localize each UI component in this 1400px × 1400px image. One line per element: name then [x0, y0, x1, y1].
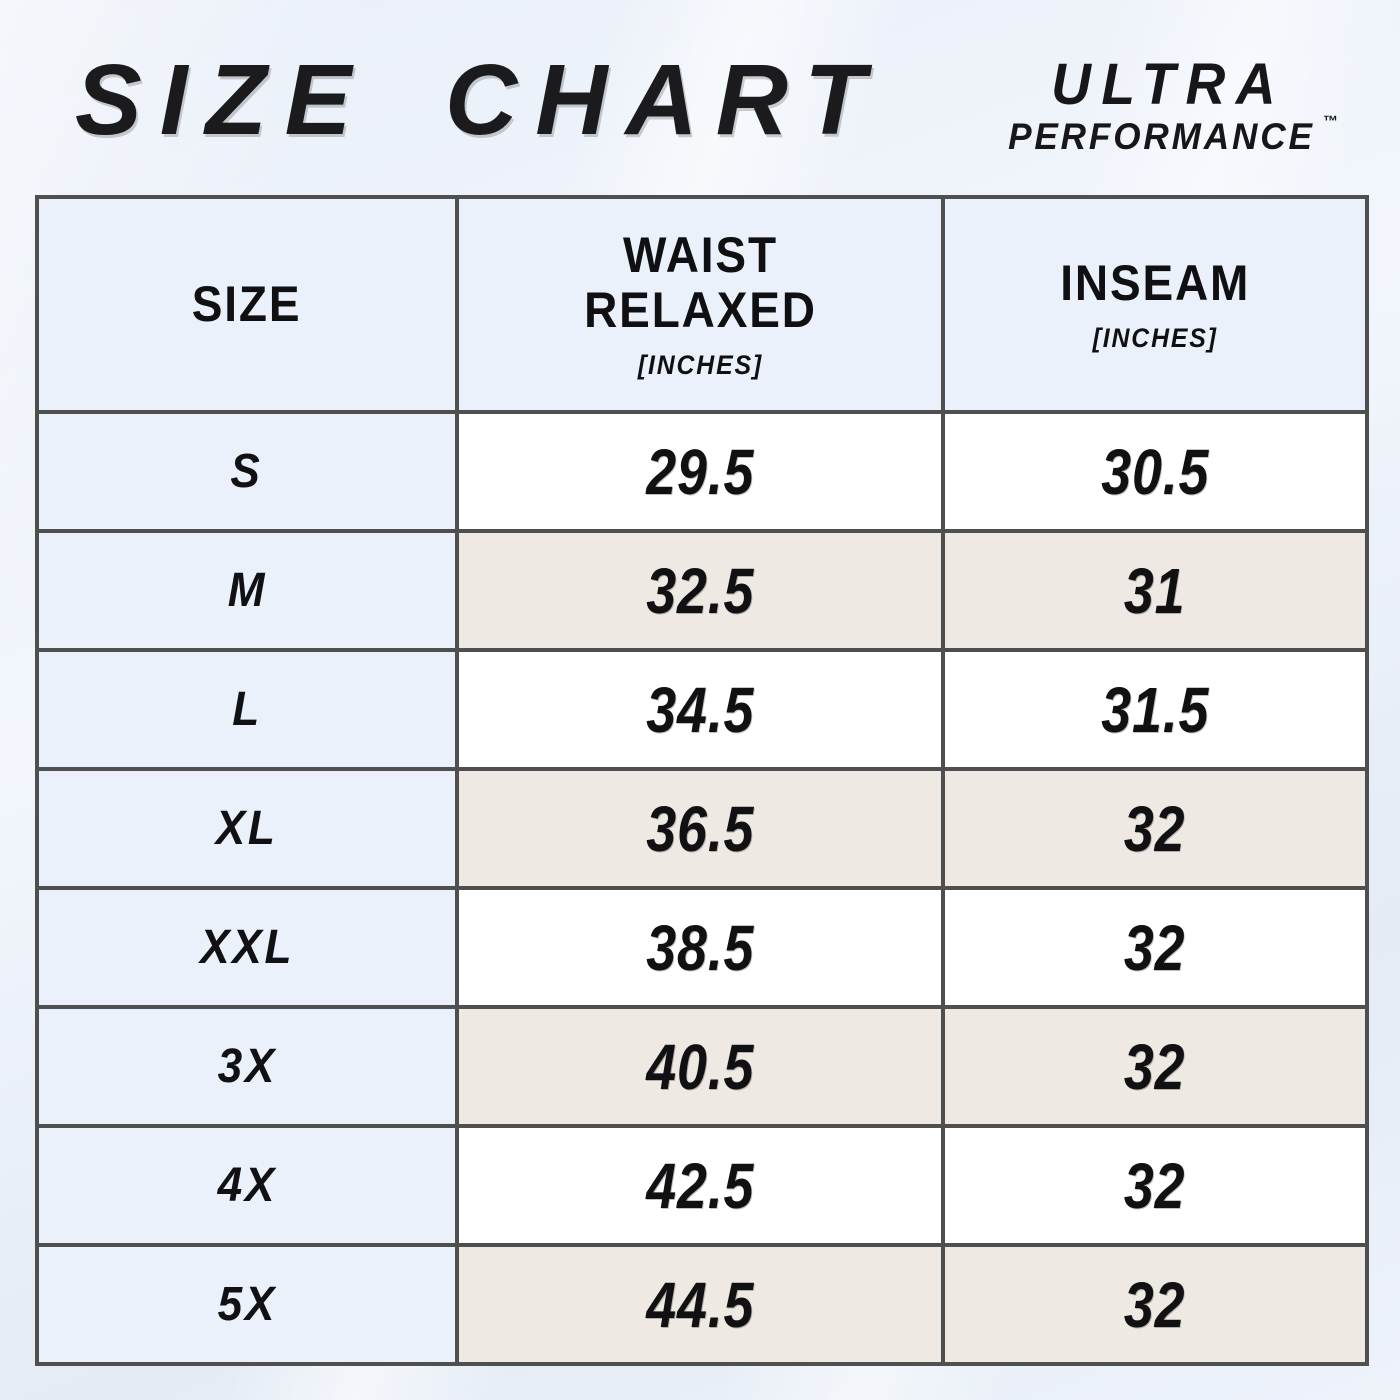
column-header-size-label: SIZE: [192, 276, 302, 332]
inseam-value: 32: [1124, 911, 1186, 984]
inseam-cell: 31: [941, 529, 1369, 652]
page-title: SIZE CHART: [75, 44, 884, 156]
trademark-symbol: ™: [1323, 113, 1338, 130]
table-row: 5X 44.5 32: [35, 1243, 1369, 1366]
waist-value: 38.5: [646, 911, 754, 984]
column-header-waist-line1: WAIST: [622, 227, 778, 283]
waist-value: 40.5: [646, 1030, 754, 1103]
column-header-inseam-units: [INCHES]: [1092, 322, 1218, 353]
size-cell: 3X: [35, 1005, 459, 1128]
waist-cell: 42.5: [455, 1124, 945, 1247]
brand-logo: ULTRA PERFORMANCE ™: [1000, 52, 1338, 157]
size-label: 3X: [217, 1040, 277, 1093]
brand-logo-line2-row: PERFORMANCE ™: [1000, 114, 1338, 157]
column-header-waist-line2: RELAXED: [583, 282, 817, 338]
table-row: M 32.5 31: [35, 529, 1369, 652]
table-row: XL 36.5 32: [35, 767, 1369, 890]
size-label: S: [230, 445, 264, 498]
inseam-value: 30.5: [1101, 435, 1209, 508]
waist-value: 42.5: [646, 1149, 754, 1222]
inseam-cell: 31.5: [941, 648, 1369, 771]
column-header-waist-units: [INCHES]: [637, 350, 763, 380]
column-header-waist: WAIST RELAXED [INCHES]: [455, 195, 945, 414]
inseam-cell: 32: [941, 1243, 1369, 1366]
waist-cell: 38.5: [455, 886, 945, 1009]
table-header-row: SIZE WAIST RELAXED [INCHES] INSEAM [INCH…: [35, 195, 1369, 414]
inseam-cell: 32: [941, 1124, 1369, 1247]
waist-cell: 34.5: [455, 648, 945, 771]
inseam-cell: 32: [941, 767, 1369, 890]
inseam-cell: 30.5: [941, 410, 1369, 533]
size-cell: 5X: [35, 1243, 459, 1366]
inseam-value: 32: [1124, 1149, 1186, 1222]
size-label: L: [232, 683, 262, 736]
waist-value: 36.5: [646, 792, 754, 865]
table-row: XXL 38.5 32: [35, 886, 1369, 1009]
size-cell: L: [35, 648, 459, 771]
size-cell: M: [35, 529, 459, 652]
size-cell: 4X: [35, 1124, 459, 1247]
table-row: L 34.5 31.5: [35, 648, 1369, 771]
waist-cell: 32.5: [455, 529, 945, 652]
column-header-size: SIZE: [35, 195, 459, 414]
waist-cell: 29.5: [455, 410, 945, 533]
column-header-inseam-label: INSEAM: [1060, 254, 1250, 311]
size-label: 5X: [217, 1278, 277, 1331]
size-label: XXL: [199, 921, 295, 974]
page-header: SIZE CHART ULTRA PERFORMANCE ™: [75, 50, 1338, 155]
size-chart-table: SIZE WAIST RELAXED [INCHES] INSEAM [INCH…: [35, 195, 1369, 1366]
inseam-cell: 32: [941, 1005, 1369, 1128]
brand-logo-line1: ULTRA: [1051, 52, 1287, 117]
inseam-value: 31: [1124, 554, 1186, 627]
table-row: 4X 42.5 32: [35, 1124, 1369, 1247]
waist-cell: 36.5: [455, 767, 945, 890]
inseam-value: 32: [1124, 1268, 1186, 1341]
waist-cell: 40.5: [455, 1005, 945, 1128]
size-label: M: [227, 564, 267, 617]
waist-value: 34.5: [646, 673, 754, 746]
column-header-inseam: INSEAM [INCHES]: [941, 195, 1369, 414]
table-row: 3X 40.5 32: [35, 1005, 1369, 1128]
waist-cell: 44.5: [455, 1243, 945, 1366]
waist-value: 32.5: [646, 554, 754, 627]
waist-value: 44.5: [646, 1268, 754, 1341]
waist-value: 29.5: [646, 435, 754, 508]
size-label: XL: [216, 802, 278, 855]
table-row: S 29.5 30.5: [35, 410, 1369, 533]
inseam-value: 32: [1124, 792, 1186, 865]
brand-logo-line2: PERFORMANCE: [1008, 116, 1315, 157]
size-cell: XXL: [35, 886, 459, 1009]
table-body: S 29.5 30.5 M 32.5 31 L 34.5 31.5 XL 36.…: [35, 410, 1369, 1366]
inseam-cell: 32: [941, 886, 1369, 1009]
size-cell: XL: [35, 767, 459, 890]
inseam-value: 31.5: [1101, 673, 1209, 746]
size-cell: S: [35, 410, 459, 533]
size-label: 4X: [217, 1159, 277, 1212]
inseam-value: 32: [1124, 1030, 1186, 1103]
